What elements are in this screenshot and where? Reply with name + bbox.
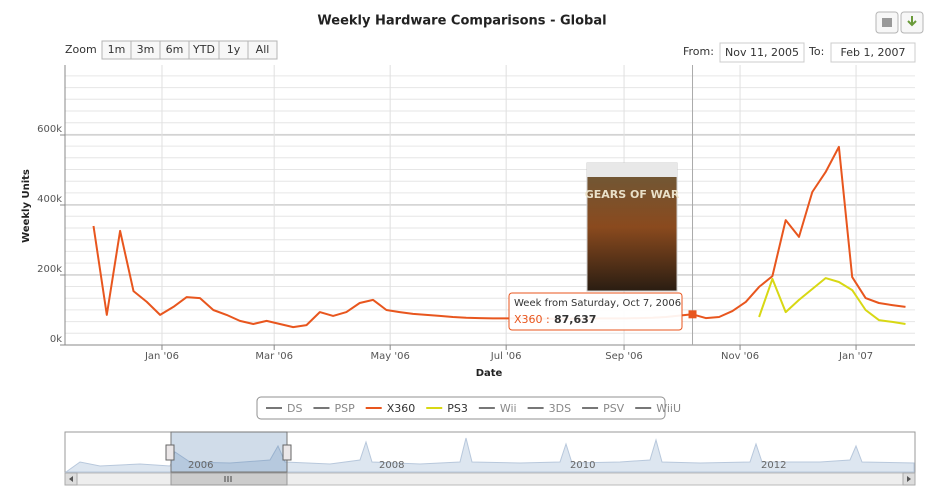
zoom-button[interactable] — [247, 40, 278, 60]
to-input[interactable] — [830, 42, 916, 63]
scrollbar-thumb[interactable] — [170, 472, 288, 486]
y-tick-label: 0k — [50, 334, 62, 345]
x-tick-label: Mar '06 — [255, 351, 293, 362]
series-line — [92, 145, 906, 329]
x-axis-title: Date — [476, 368, 503, 379]
navigator-label: 2006 — [188, 460, 213, 471]
to-label: To: — [808, 45, 824, 58]
from-input[interactable] — [719, 42, 805, 63]
legend-label[interactable]: PSP — [334, 402, 355, 415]
legend-label[interactable]: X360 — [387, 402, 416, 415]
y-tick-label: 600k — [37, 124, 62, 135]
y-tick-label: 200k — [37, 264, 62, 275]
navigator-series — [64, 437, 915, 473]
box-art-title: GEARS OF WAR — [585, 188, 680, 201]
navigator-mask — [170, 431, 288, 473]
tooltip-header: Week from Saturday, Oct 7, 2006 — [514, 298, 681, 309]
y-tick-label: 400k — [37, 194, 62, 205]
x-tick-label: Jan '06 — [144, 351, 179, 362]
legend-label[interactable]: WiiU — [656, 402, 681, 415]
tooltip-series: X360 : — [514, 313, 550, 326]
x-tick-label: Jul '06 — [490, 351, 522, 362]
navigator-label: 2008 — [379, 460, 404, 471]
zoom-button-label[interactable]: 3m — [137, 43, 155, 56]
legend-label[interactable]: Wii — [500, 402, 517, 415]
tooltip-box — [508, 292, 683, 331]
print-button[interactable] — [875, 11, 899, 34]
y-axis-title: Weekly Units — [21, 169, 32, 243]
x-tick-label: Jan '07 — [838, 351, 873, 362]
box-art-header — [587, 163, 677, 177]
legend-label[interactable]: DS — [287, 402, 302, 415]
zoom-button-label[interactable]: 6m — [166, 43, 184, 56]
legend-label[interactable]: PS3 — [447, 402, 468, 415]
from-value[interactable]: Nov 11, 2005 — [725, 46, 799, 59]
zoom-button-label[interactable]: YTD — [192, 43, 215, 56]
from-label: From: — [683, 45, 714, 58]
to-value[interactable]: Feb 1, 2007 — [841, 46, 906, 59]
series-line — [758, 277, 906, 325]
x-tick-label: Sep '06 — [605, 351, 643, 362]
navigator-handle[interactable] — [282, 444, 292, 461]
x-tick-label: May '06 — [371, 351, 410, 362]
navigator-label: 2012 — [761, 460, 786, 471]
navigator — [64, 431, 916, 486]
zoom-button-label[interactable]: All — [256, 43, 270, 56]
legend-box — [256, 396, 666, 420]
x-tick-label: Nov '06 — [721, 351, 759, 362]
zoom-button-label[interactable]: 1y — [227, 43, 241, 56]
navigator-handle[interactable] — [165, 444, 175, 461]
tooltip-value: 87,637 — [554, 313, 596, 326]
point-marker — [688, 310, 697, 319]
legend-label[interactable]: 3DS — [549, 402, 571, 415]
legend-label[interactable]: PSV — [603, 402, 625, 415]
zoom-button-label[interactable]: 1m — [108, 43, 126, 56]
zoom-label: Zoom — [65, 43, 97, 56]
navigator-label: 2010 — [570, 460, 595, 471]
export-button[interactable] — [900, 11, 924, 34]
game-box-art — [586, 162, 678, 292]
chart-title: Weekly Hardware Comparisons - Global — [317, 14, 606, 29]
